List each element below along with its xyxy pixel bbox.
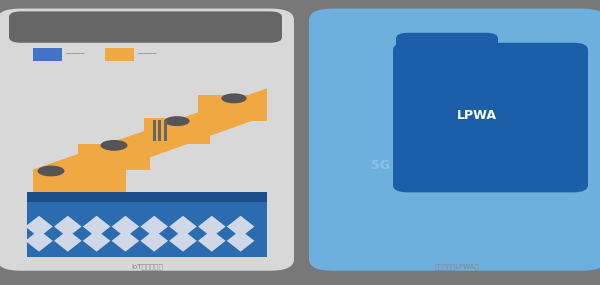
Ellipse shape	[38, 166, 65, 176]
FancyBboxPatch shape	[164, 120, 167, 141]
FancyBboxPatch shape	[105, 48, 134, 61]
Polygon shape	[83, 216, 110, 237]
FancyBboxPatch shape	[27, 192, 267, 202]
FancyBboxPatch shape	[408, 36, 489, 53]
FancyBboxPatch shape	[78, 144, 150, 170]
Polygon shape	[25, 230, 53, 252]
Polygon shape	[83, 230, 110, 252]
FancyBboxPatch shape	[291, 0, 600, 285]
Text: 5G: 5G	[371, 159, 391, 172]
Polygon shape	[169, 230, 197, 252]
FancyBboxPatch shape	[393, 43, 588, 192]
Text: IoTデバイス数: IoTデバイス数	[131, 263, 163, 270]
Polygon shape	[227, 216, 254, 237]
Text: ──────: ──────	[65, 52, 84, 57]
FancyBboxPatch shape	[0, 9, 294, 271]
Text: ──────: ──────	[137, 52, 156, 57]
FancyBboxPatch shape	[9, 11, 282, 43]
Ellipse shape	[164, 116, 190, 126]
Ellipse shape	[101, 140, 128, 151]
Polygon shape	[25, 216, 53, 237]
Polygon shape	[198, 216, 226, 237]
Text: 通信技術（LPWA）: 通信技術（LPWA）	[435, 263, 479, 270]
Polygon shape	[169, 216, 197, 237]
Polygon shape	[112, 216, 139, 237]
Polygon shape	[227, 230, 254, 252]
FancyBboxPatch shape	[144, 118, 210, 144]
FancyBboxPatch shape	[158, 120, 161, 141]
Polygon shape	[54, 216, 82, 237]
FancyBboxPatch shape	[153, 120, 156, 141]
FancyBboxPatch shape	[309, 9, 600, 271]
FancyBboxPatch shape	[33, 48, 62, 61]
Polygon shape	[54, 230, 82, 252]
Ellipse shape	[221, 93, 247, 103]
FancyBboxPatch shape	[0, 0, 312, 285]
Polygon shape	[140, 216, 168, 237]
Polygon shape	[33, 88, 267, 200]
FancyBboxPatch shape	[27, 198, 267, 256]
Polygon shape	[112, 230, 139, 252]
Polygon shape	[140, 230, 168, 252]
FancyBboxPatch shape	[33, 170, 126, 199]
FancyBboxPatch shape	[396, 33, 498, 63]
FancyBboxPatch shape	[198, 95, 267, 121]
Polygon shape	[198, 230, 226, 252]
Text: LPWA: LPWA	[457, 109, 497, 122]
